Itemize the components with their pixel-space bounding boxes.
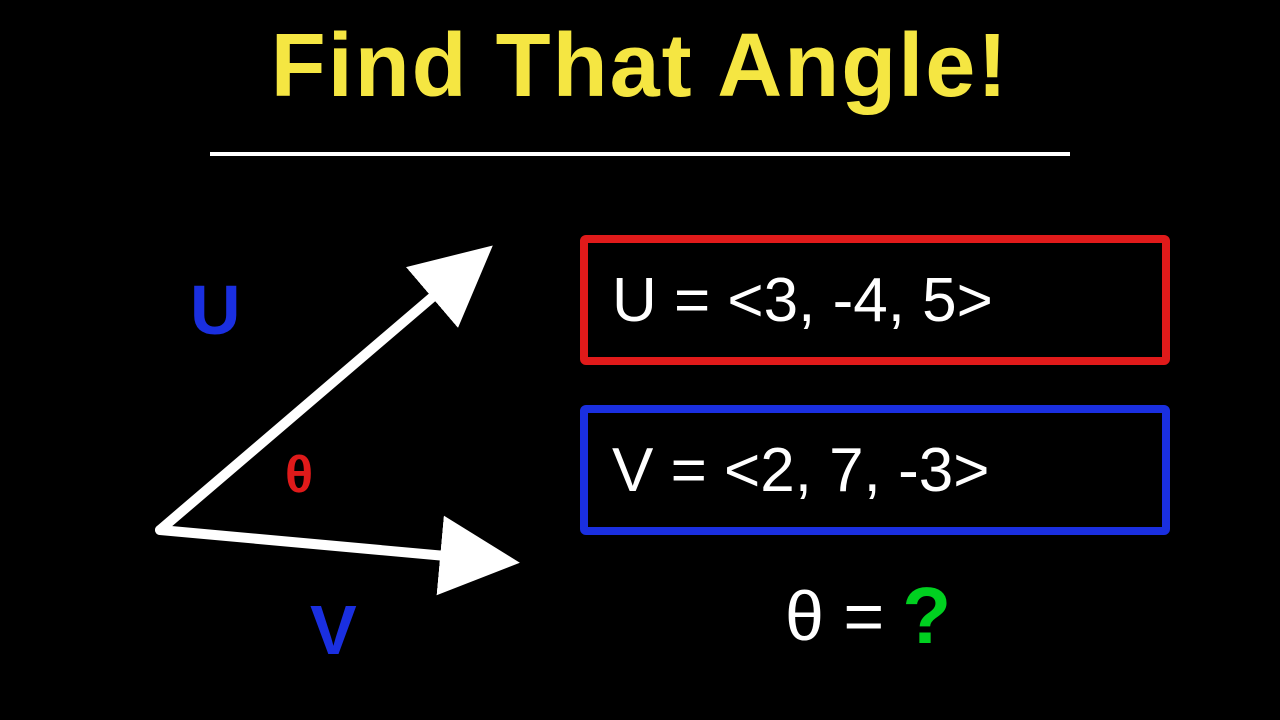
theta-equation: θ = ? — [785, 570, 951, 662]
vector-v-label: V — [310, 590, 357, 670]
vector-v-line — [160, 530, 490, 560]
vector-u-label: U — [190, 270, 241, 350]
question-mark: ? — [902, 570, 951, 662]
title-text: Find That Angle! — [271, 15, 1010, 118]
equation-u-box: U = <3, -4, 5> — [580, 235, 1170, 365]
theta-equals-text: θ = — [785, 576, 884, 656]
vector-diagram: U V θ — [60, 220, 540, 670]
equation-u-text: U = <3, -4, 5> — [612, 265, 993, 336]
equation-v-text: V = <2, 7, -3> — [612, 435, 989, 506]
theta-label: θ — [285, 445, 313, 505]
equation-v-box: V = <2, 7, -3> — [580, 405, 1170, 535]
title-underline — [210, 152, 1070, 156]
